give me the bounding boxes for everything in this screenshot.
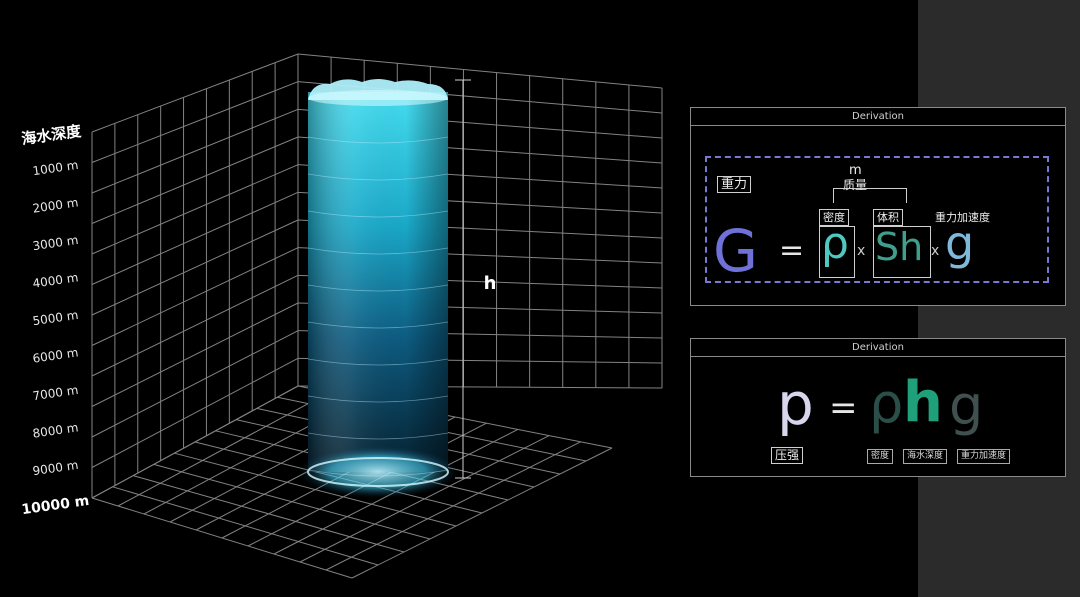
grid-line [117, 391, 330, 507]
water-layer-ring [307, 321, 449, 329]
water-column [298, 79, 458, 498]
volume-tag: 体积 [873, 209, 903, 226]
water-layer-ring [307, 469, 449, 477]
water-layer-ring [307, 358, 449, 366]
water-layer-ring [307, 284, 449, 292]
axis-title-group: 海水深度 [20, 122, 83, 148]
mass-symbol: m [849, 163, 862, 178]
depth-tag: 海水深度 [903, 449, 948, 464]
grid-line [91, 219, 299, 316]
water-layer-rings [307, 136, 449, 477]
gravity-symbol-G: G [713, 217, 758, 285]
water-layer-ring [307, 173, 449, 181]
grid-line [299, 435, 550, 563]
water-top-highlight [308, 90, 448, 106]
depth-tick-label: 8000 m [32, 420, 80, 440]
depth-tick-label: 6000 m [32, 345, 80, 365]
water-layer-ring [307, 136, 449, 144]
gravity-derivation-panel: Derivation 重力 m 质量 密度 体积 重力加速度 G = ρ x S… [690, 107, 1066, 306]
pressure-symbol-p: p [777, 370, 814, 438]
grid-line [325, 441, 581, 571]
grid-line [91, 164, 299, 255]
grid-line [91, 108, 299, 194]
accel-tag: 重力加速度 [957, 449, 1011, 464]
depth-tick-label: 7000 m [32, 383, 80, 403]
pressure-tag: 压强 [771, 447, 804, 464]
mass-brace [833, 188, 907, 203]
depth-tick-label: 4000 m [32, 270, 80, 290]
equals-sign: = [779, 233, 805, 268]
volume-box [873, 226, 931, 278]
water-layer-ring [307, 395, 449, 403]
depth-tick-label: 5000 m [32, 308, 80, 328]
times-sign: x [931, 243, 940, 259]
grid-line [91, 274, 299, 377]
water-shading [308, 92, 448, 472]
grid-line [91, 191, 299, 285]
gravity-tag: 重力 [717, 176, 752, 193]
water-base-rim [307, 457, 449, 487]
depth-tick-label: 10000 m [21, 493, 91, 518]
grid-line [91, 302, 299, 407]
water-layer-ring [307, 247, 449, 255]
density-box [819, 226, 855, 278]
depth-axis-title: 海水深度 [20, 122, 83, 148]
accel-tag: 重力加速度 [935, 211, 990, 224]
pressure-derivation-panel: Derivation p = ρ h g 压强 密度 海水深度 重力加速度 [690, 338, 1066, 477]
depth-tick-label: 9000 m [32, 458, 80, 478]
grid-line [91, 53, 299, 133]
equals-sign: = [829, 388, 858, 428]
height-label: h [484, 273, 497, 294]
density-tag: 密度 [867, 449, 894, 464]
gravity-accel-symbol-g: g [945, 216, 975, 270]
grid-line [91, 247, 299, 346]
density-symbol-rho: ρ [869, 372, 904, 435]
gravity-accel-symbol-g: g [949, 374, 984, 437]
grid-line [91, 330, 299, 438]
depth-tick-label: 1000 m [32, 158, 80, 178]
panel-header: Derivation [691, 108, 1065, 126]
dashed-frame [705, 156, 1049, 283]
water-layer-ring [307, 210, 449, 218]
density-tag: 密度 [819, 209, 849, 226]
grid-line [91, 357, 299, 468]
panel-header: Derivation [691, 339, 1065, 357]
grid-line [91, 136, 299, 224]
grid-line [297, 53, 663, 89]
grid-line [91, 81, 299, 163]
water-layer-ring [307, 432, 449, 440]
density-symbol-rho: ρ [821, 218, 849, 269]
depth-tick-labels: 1000 m 2000 m 3000 m 4000 m 5000 m 6000 m 7000… [21, 158, 91, 518]
height-marker [455, 79, 471, 479]
grid-line [351, 447, 613, 579]
volume-symbol-Sh: Sh [875, 225, 924, 269]
times-sign: x [857, 243, 866, 259]
grid-line [91, 385, 299, 499]
depth-tick-label: 2000 m [32, 195, 80, 215]
depth-symbol-h: h [903, 370, 943, 435]
water-base-glow [298, 446, 458, 498]
depth-tick-label: 3000 m [32, 233, 80, 253]
